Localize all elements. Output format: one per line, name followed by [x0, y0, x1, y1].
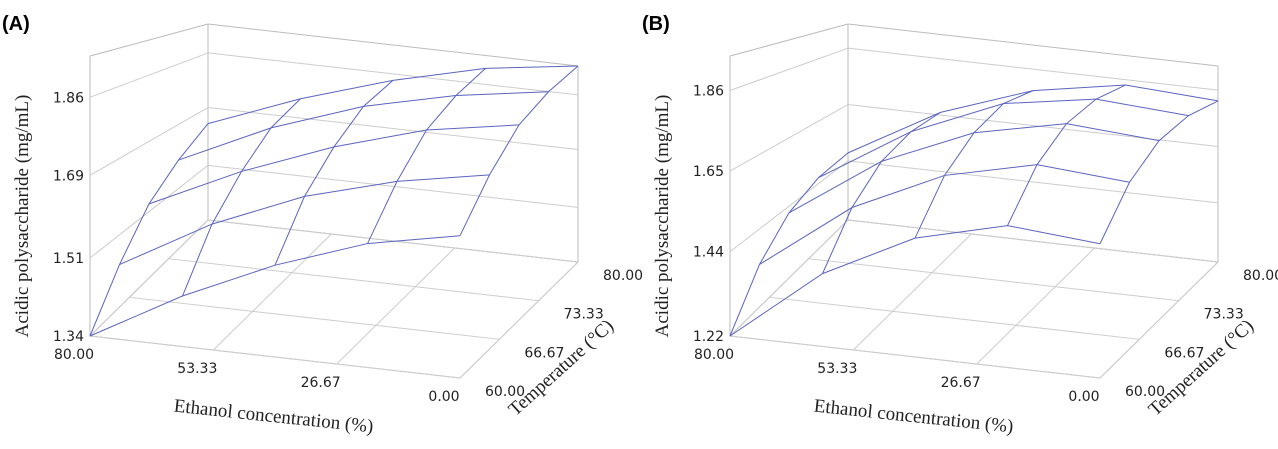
surface-chart: 1.22 1.44 1.65 1.86 0.00 26.67 53.33 80.00 60.00… [642, 13, 1278, 437]
y-tick-label: 73.33 [564, 307, 604, 323]
z-tick-label: 1.51 [53, 251, 84, 267]
surface-line [274, 79, 394, 266]
y-axis-title: Temperature (°C) [1145, 315, 1258, 420]
x-axis-title: Ethanol concentration (%) [813, 396, 1015, 438]
surface-line [759, 164, 1130, 265]
floor [728, 219, 1220, 379]
x-tick-label: 26.67 [941, 375, 981, 391]
grid-line [729, 335, 1101, 379]
surface-line [847, 84, 1219, 154]
surface-line [178, 91, 549, 161]
grid-line [207, 107, 579, 151]
grid-line [847, 104, 1219, 148]
surface-line [729, 225, 1101, 337]
grid-line [729, 47, 849, 91]
grid-line [207, 52, 579, 96]
box-edge [847, 23, 1219, 67]
box-edge [729, 23, 849, 57]
grid-line [808, 258, 1179, 302]
surface-line [182, 98, 301, 297]
grid-line [129, 296, 500, 340]
z-tick-label: 1.44 [693, 245, 724, 261]
z-axis-title: Acidic polysaccharide (mg/mL) [652, 95, 673, 338]
grid-line [459, 261, 579, 379]
z-tick-label: 1.34 [53, 329, 84, 345]
surface-line [459, 65, 579, 236]
surface-line [119, 174, 490, 265]
x-tick-label: 0.00 [428, 389, 459, 405]
grid-line [212, 233, 332, 351]
x-tick-label: 26.67 [301, 375, 341, 391]
y-tick-label: 80.00 [1243, 268, 1278, 284]
grid-line [847, 47, 1219, 91]
grid-line [89, 219, 209, 337]
y-axis-title: Temperature (°C) [505, 315, 618, 420]
surface-line [822, 111, 941, 274]
z-axis-title: Acidic polysaccharide (mg/mL) [12, 95, 33, 338]
grid-line [729, 219, 849, 337]
z-tick-label: 1.65 [693, 164, 724, 180]
y-tick-label: 66.67 [1164, 345, 1204, 361]
panel-title: (B) [642, 13, 670, 35]
grid-line [89, 335, 461, 379]
y-tick-label: 73.33 [1204, 307, 1244, 323]
grid-line [729, 104, 849, 172]
surface-line [729, 152, 849, 337]
grid-line [1099, 261, 1219, 379]
grid-line [729, 160, 849, 253]
y-tick-label: 60.00 [485, 384, 525, 400]
surface-line [818, 98, 1189, 179]
grid-line [168, 258, 539, 302]
surface-line [89, 235, 461, 337]
box-edge [89, 23, 209, 57]
surface-chart: 1.34 1.51 1.69 1.86 0.00 26.67 53.33 80.00 60.00… [2, 13, 643, 437]
surface-line [1007, 84, 1126, 226]
grid-line [89, 107, 209, 176]
grid-line [89, 164, 209, 259]
z-tick-label: 1.86 [53, 90, 84, 106]
y-tick-label: 66.67 [524, 345, 564, 361]
x-tick-label: 53.33 [817, 361, 857, 377]
surface-line [148, 124, 520, 205]
y-tick-label: 60.00 [1125, 384, 1165, 400]
grid-line [207, 164, 579, 208]
surface-line [207, 65, 579, 125]
grid-line [89, 52, 209, 98]
x-axis-title: Ethanol concentration (%) [173, 396, 375, 438]
grid-line [336, 247, 456, 365]
grid-line [976, 247, 1096, 365]
surface-line [788, 123, 1160, 214]
grid-line [852, 233, 972, 351]
x-tick-label: 80.00 [694, 347, 734, 363]
y-tick-label: 80.00 [603, 268, 643, 284]
floor [88, 219, 580, 379]
panel-title: (A) [2, 13, 30, 35]
grid-line [847, 219, 1219, 263]
z-tick-label: 1.86 [693, 84, 724, 100]
x-tick-label: 0.00 [1068, 389, 1099, 405]
box-edge [207, 23, 579, 67]
x-tick-label: 53.33 [177, 361, 217, 377]
x-tick-label: 80.00 [54, 347, 94, 363]
surface-line [1099, 100, 1219, 244]
grid-line [769, 296, 1140, 340]
z-tick-label: 1.69 [53, 168, 84, 184]
grid-line [847, 160, 1219, 204]
z-tick-label: 1.22 [693, 329, 724, 345]
